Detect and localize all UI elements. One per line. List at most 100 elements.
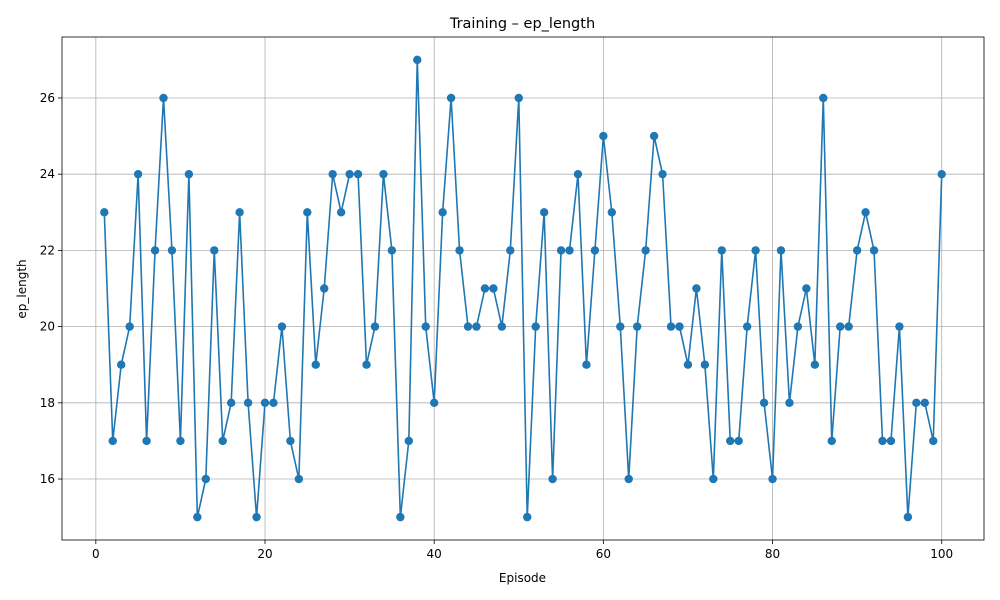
data-point: [150, 246, 160, 255]
data-point: [396, 512, 405, 522]
data-point: [260, 398, 270, 408]
data-point: [117, 360, 126, 369]
data-point: [108, 436, 117, 446]
data-point: [176, 436, 185, 446]
data-point: [692, 284, 701, 293]
data-point: [895, 322, 904, 331]
data-point: [133, 169, 143, 179]
data-point: [303, 208, 312, 217]
data-point: [624, 474, 633, 484]
data-point: [455, 246, 464, 255]
y-axis-title: ep_length: [15, 259, 29, 318]
data-point: [658, 169, 667, 179]
data-point: [590, 246, 600, 255]
data-point: [413, 55, 422, 65]
data-point: [548, 474, 557, 484]
data-point: [311, 360, 320, 369]
data-point: [379, 169, 388, 179]
data-point: [429, 398, 439, 408]
data-point: [226, 398, 236, 408]
data-point: [759, 398, 769, 408]
data-point: [489, 284, 498, 293]
data-point: [836, 322, 845, 331]
data-point: [632, 322, 642, 331]
data-point: [903, 512, 913, 522]
data-point: [531, 322, 540, 331]
data-point: [480, 284, 490, 293]
data-point: [700, 360, 710, 369]
data-point: [929, 436, 938, 446]
data-point: [472, 322, 481, 331]
data-point: [193, 512, 202, 522]
data-point: [328, 169, 337, 179]
data-point: [573, 169, 583, 179]
data-point: [582, 360, 591, 369]
x-tick-label: 80: [765, 547, 780, 561]
data-point: [243, 398, 253, 408]
data-point: [649, 131, 659, 141]
data-point: [294, 474, 304, 484]
data-point: [641, 246, 650, 255]
data-point: [861, 208, 870, 217]
data-point: [920, 398, 929, 408]
data-point: [286, 436, 295, 446]
data-point: [235, 208, 244, 217]
x-tick-label: 40: [427, 547, 442, 561]
y-tick-label: 22: [40, 243, 55, 257]
data-point: [438, 208, 447, 217]
data-point: [607, 208, 617, 217]
data-point: [506, 246, 515, 255]
data-point: [201, 474, 210, 484]
y-tick-label: 18: [40, 396, 55, 410]
data-point: [387, 246, 397, 255]
data-point: [742, 322, 752, 331]
x-tick-label: 60: [596, 547, 611, 561]
data-point: [912, 398, 921, 408]
data-point: [565, 246, 574, 255]
data-point: [100, 208, 109, 217]
data-point: [159, 93, 168, 103]
y-tick-label: 16: [40, 472, 55, 486]
data-point: [734, 436, 743, 446]
data-point: [353, 169, 363, 179]
data-point: [252, 512, 261, 522]
data-point: [717, 246, 726, 255]
series-line: [103, 59, 943, 518]
y-tick-label: 26: [40, 91, 55, 105]
data-point: [666, 322, 676, 331]
data-point: [125, 322, 134, 331]
data-point: [523, 512, 532, 522]
data-series: [100, 55, 946, 522]
data-point: [937, 169, 946, 179]
data-point: [167, 246, 177, 255]
data-point: [446, 93, 456, 103]
data-point: [852, 246, 862, 255]
y-axis: 16 18 20 22 24 26: [40, 91, 62, 486]
data-point: [320, 284, 329, 293]
data-point: [362, 360, 371, 369]
data-point: [802, 284, 811, 293]
data-point: [844, 322, 853, 331]
data-point: [514, 93, 523, 103]
x-axis: 0 20 40 60 80 100: [92, 540, 953, 561]
data-point: [404, 436, 414, 446]
data-point: [556, 246, 566, 255]
data-point: [827, 436, 836, 446]
data-point: [497, 322, 507, 331]
data-point: [370, 322, 380, 331]
data-point: [269, 398, 278, 408]
data-point: [277, 322, 287, 331]
data-point: [421, 322, 430, 331]
y-tick-label: 24: [40, 167, 55, 181]
data-point: [184, 169, 194, 179]
data-point: [463, 322, 473, 331]
data-point: [675, 322, 684, 331]
data-point: [539, 208, 549, 217]
data-point: [616, 322, 625, 331]
data-point: [819, 93, 828, 103]
data-point: [336, 208, 346, 217]
data-point: [345, 169, 354, 179]
plot-frame: [61, 36, 985, 541]
